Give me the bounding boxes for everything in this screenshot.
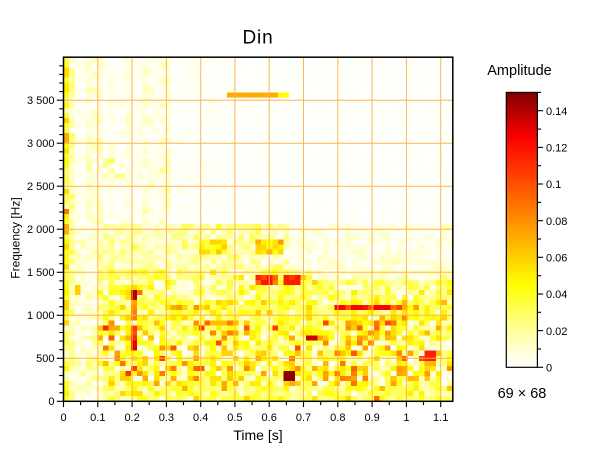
svg-text:2 500: 2 500 bbox=[27, 181, 55, 193]
svg-text:0.08: 0.08 bbox=[546, 216, 567, 228]
svg-text:0.6: 0.6 bbox=[262, 412, 277, 424]
svg-text:Din: Din bbox=[243, 28, 274, 49]
svg-text:0.4: 0.4 bbox=[193, 412, 208, 424]
svg-text:0: 0 bbox=[60, 412, 66, 424]
svg-text:0.8: 0.8 bbox=[330, 412, 345, 424]
svg-text:1.1: 1.1 bbox=[433, 412, 448, 424]
svg-text:0.12: 0.12 bbox=[546, 143, 567, 155]
svg-text:Amplitude: Amplitude bbox=[487, 63, 551, 79]
svg-text:2 000: 2 000 bbox=[27, 224, 55, 236]
svg-text:3 000: 3 000 bbox=[27, 138, 55, 150]
svg-text:1: 1 bbox=[403, 412, 409, 424]
svg-text:0.5: 0.5 bbox=[227, 412, 242, 424]
svg-text:0.14: 0.14 bbox=[546, 106, 567, 118]
svg-text:0.1: 0.1 bbox=[546, 179, 561, 191]
svg-text:0.2: 0.2 bbox=[124, 412, 139, 424]
svg-text:0.1: 0.1 bbox=[90, 412, 105, 424]
svg-text:69 × 68: 69 × 68 bbox=[498, 386, 547, 402]
svg-text:1 500: 1 500 bbox=[27, 267, 55, 279]
svg-text:0.06: 0.06 bbox=[546, 253, 567, 265]
svg-text:Time [s]: Time [s] bbox=[233, 427, 282, 443]
svg-text:500: 500 bbox=[36, 353, 54, 365]
svg-text:0.3: 0.3 bbox=[159, 412, 174, 424]
svg-text:Frequency [Hz]: Frequency [Hz] bbox=[9, 197, 23, 278]
svg-text:0.02: 0.02 bbox=[546, 326, 567, 338]
svg-text:3 500: 3 500 bbox=[27, 95, 55, 107]
svg-text:0.9: 0.9 bbox=[364, 412, 379, 424]
svg-text:0: 0 bbox=[546, 363, 552, 375]
svg-text:0.04: 0.04 bbox=[546, 289, 567, 301]
svg-text:1 000: 1 000 bbox=[27, 310, 55, 322]
svg-text:0: 0 bbox=[48, 396, 54, 408]
svg-text:0.7: 0.7 bbox=[296, 412, 311, 424]
